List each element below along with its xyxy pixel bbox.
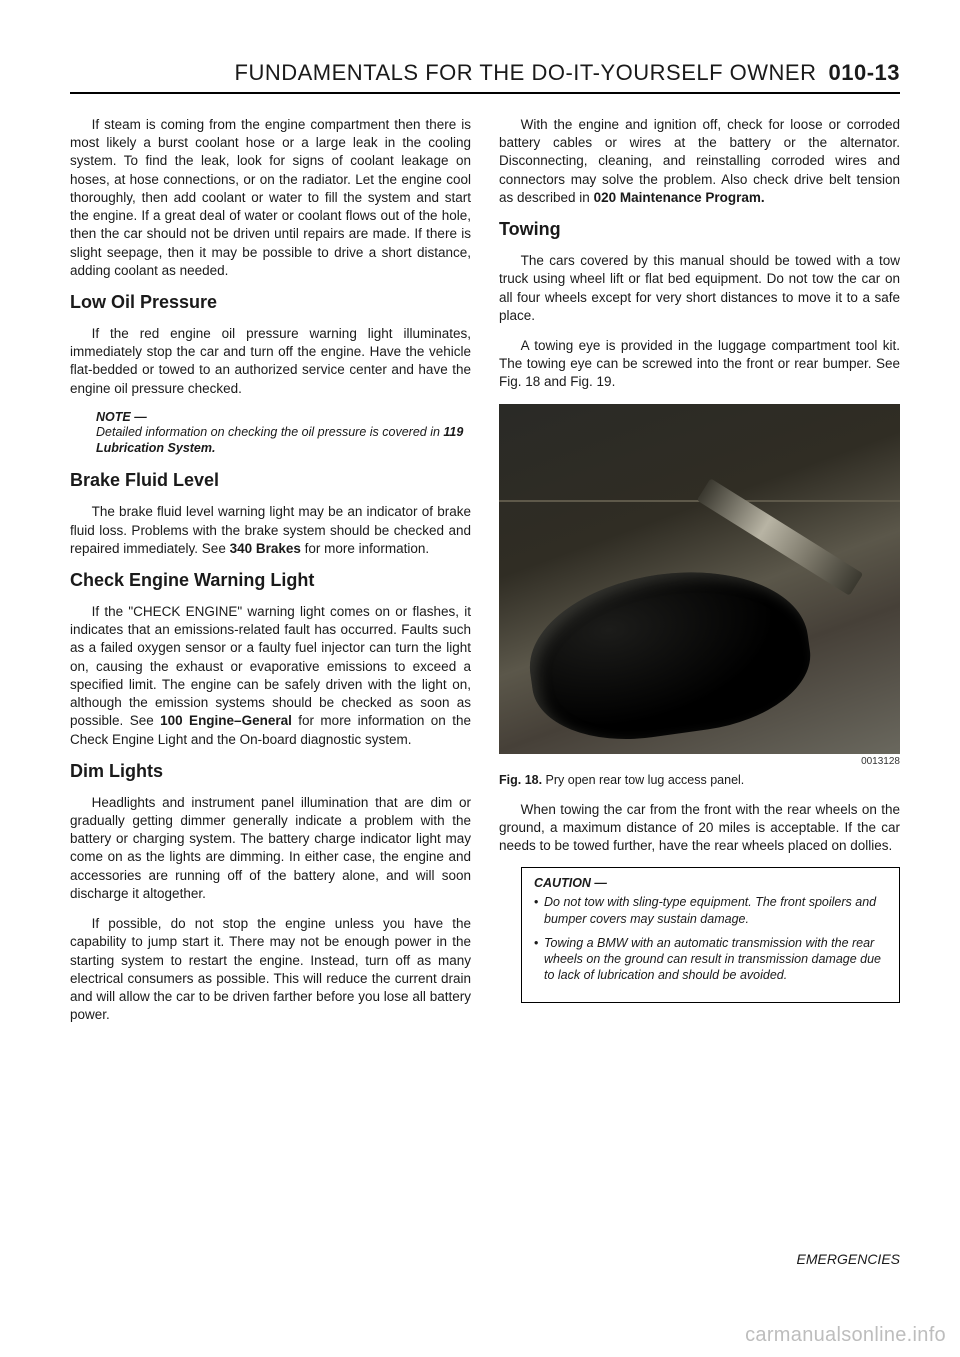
para-brake-ref: 340 Brakes [230,541,301,556]
note-block: NOTE — Detailed information on checking … [96,410,471,457]
para-brake-c: for more information. [301,541,429,556]
para-steam: If steam is coming from the engine compa… [70,116,471,280]
heading-towing: Towing [499,219,900,240]
heading-dim-lights: Dim Lights [70,761,471,782]
left-column: If steam is coming from the engine compa… [70,116,471,1036]
page-number: 010-13 [828,60,900,85]
para-towing-2: A towing eye is provided in the luggage … [499,337,900,392]
figure-code: 0013128 [499,756,900,767]
para-battery: With the engine and ignition off, check … [499,116,900,207]
para-dim-1: Headlights and instrument panel illumina… [70,794,471,903]
right-column: With the engine and ignition off, check … [499,116,900,1036]
page-header: FUNDAMENTALS FOR THE DO-IT-YOURSELF OWNE… [70,60,900,94]
heading-check-engine: Check Engine Warning Light [70,570,471,591]
figure-caption: Fig. 18. Pry open rear tow lug access pa… [499,773,900,787]
para-low-oil: If the red engine oil pressure warning l… [70,325,471,398]
heading-low-oil: Low Oil Pressure [70,292,471,313]
para-battery-ref: 020 Maintenance Program. [594,190,765,205]
note-label: NOTE — [96,410,471,424]
figure-caption-text: Pry open rear tow lug access panel. [542,773,744,787]
para-check-ref: 100 Engine–General [160,713,292,728]
watermark: carmanualsonline.info [745,1324,946,1347]
figure-18: 0013128 Fig. 18. Pry open rear tow lug a… [499,404,900,787]
figure-number: Fig. 18. [499,773,542,787]
caution-item-1: Do not tow with sling-type equipment. Th… [534,894,887,927]
para-check-engine: If the "CHECK ENGINE" warning light come… [70,603,471,749]
caution-label: CAUTION — [534,876,887,890]
caution-item-2: Towing a BMW with an automatic transmiss… [534,935,887,984]
figure-image [499,404,900,754]
caution-box: CAUTION — Do not tow with sling-type equ… [521,867,900,1002]
footer-section: EMERGENCIES [797,1251,900,1267]
para-towing-1: The cars covered by this manual should b… [499,252,900,325]
note-body: Detailed information on checking the oil… [96,424,471,457]
heading-brake: Brake Fluid Level [70,470,471,491]
figure-line-detail [499,500,900,502]
content-columns: If steam is coming from the engine compa… [70,116,900,1036]
header-title-b: DO-IT-YOURSELF OWNER [531,60,816,85]
caution-list: Do not tow with sling-type equipment. Th… [534,894,887,983]
para-brake: The brake fluid level warning light may … [70,503,471,558]
page: FUNDAMENTALS FOR THE DO-IT-YOURSELF OWNE… [0,0,960,1357]
para-check-a: If the "CHECK ENGINE" warning light come… [70,604,471,728]
note-text-a: Detailed information on checking the oil… [96,425,443,439]
header-title-a: FUNDAMENTALS FOR THE [235,60,532,85]
para-dim-2: If possible, do not stop the engine unle… [70,915,471,1024]
para-towing-3: When towing the car from the front with … [499,801,900,856]
